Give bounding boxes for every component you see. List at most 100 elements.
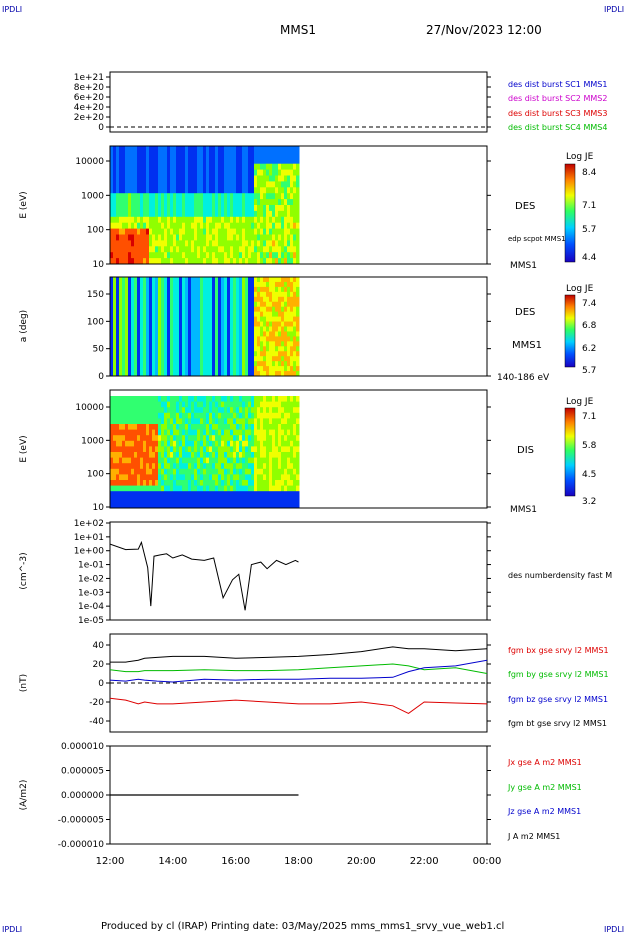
spectrogram-cell [149,301,153,308]
spectrogram-cell [167,151,171,159]
panel-4-bottom-label: MMS1 [510,505,537,515]
spectrogram-cell [182,246,186,253]
spectrogram-cell [287,418,291,425]
spectrogram-cell [272,412,276,419]
spectrogram-cell [254,351,258,357]
spectrogram-cell [263,474,267,481]
spectrogram-cell [269,491,273,498]
spectrogram-cell [296,418,300,425]
panel-6-ytick-label: 0 [98,679,104,689]
spectrogram-cell [281,440,285,447]
spectrogram-cell [224,412,228,419]
spectrogram-cell [185,169,189,176]
spectrogram-cell [227,366,231,372]
spectrogram-cell [191,258,195,265]
spectrogram-cell [257,216,261,224]
spectrogram-cell [125,151,129,159]
spectrogram-cell [197,326,201,332]
spectrogram-cell [275,246,279,253]
des-pitch-spectrogram [110,277,300,377]
spectrogram-cell [170,457,174,464]
spectrogram-cell [263,485,267,492]
spectrogram-cell [173,291,177,298]
spectrogram-cell [263,157,267,165]
spectrogram-cell [125,222,129,230]
spectrogram-cell [185,175,189,182]
spectrogram-cell [176,222,180,230]
spectrogram-cell [182,169,186,176]
spectrogram-cell [113,181,117,188]
spectrogram-cell [212,321,216,327]
spectrogram-cell [293,286,297,293]
spectrogram-cell [143,175,147,182]
spectrogram-cell [131,468,135,475]
spectrogram-cell [254,371,258,377]
spectrogram-cell [206,163,210,171]
spectrogram-cell [158,371,162,377]
spectrogram-cell [296,336,300,342]
spectrogram-cell [155,480,159,487]
spectrogram-cell [257,222,261,230]
spectrogram-cell [188,429,192,436]
panel-1-legend-0: des dist burst SC1 MMS1 [508,80,607,89]
spectrogram-cell [188,222,192,230]
spectrogram-cell [113,157,117,165]
spectrogram-cell [128,291,132,298]
spectrogram-cell [137,424,141,431]
spectrogram-cell [239,440,243,447]
spectrogram-cell [203,246,207,253]
spectrogram-cell [185,396,189,403]
spectrogram-cell [248,210,252,218]
spectrogram-cell [176,205,180,212]
spectrogram-cell [137,291,141,298]
spectrogram-cell [134,228,138,235]
spectrogram-cell [242,252,246,259]
spectrogram-cell [173,424,177,431]
spectrogram-cell [239,146,243,153]
spectrogram-cell [278,169,282,176]
spectrogram-cell [203,435,207,442]
spectrogram-cell [272,463,276,470]
panel-7-ytick-label: -0.000005 [58,816,104,826]
spectrogram-cell [152,452,156,459]
spectrogram-cell [194,286,198,293]
spectrogram-cell [290,407,294,414]
spectrogram-cell [284,291,288,298]
spectrogram-cell [161,291,165,298]
spectrogram-cell [215,181,219,188]
spectrogram-cell [224,163,228,171]
panel-1-ytick-label: 6e+20 [74,93,105,103]
spectrogram-cell [119,326,123,332]
spectrogram-cell [152,361,156,367]
spectrogram-cell [257,468,261,475]
spectrogram-cell [293,396,297,403]
spectrogram-cell [251,356,255,362]
spectrogram-cell [293,187,297,194]
spectrogram-cell [263,306,267,313]
spectrogram-cell [293,424,297,431]
spectrogram-cell [113,281,117,288]
spectrogram-cell [266,311,270,318]
spectrogram-cell [155,361,159,367]
spectrogram-cell [203,234,207,241]
spectrogram-cell [275,321,279,327]
spectrogram-cell [290,175,294,182]
spectrogram-cell [167,210,171,218]
spectrogram-cell [158,291,162,298]
spectrogram-cell [218,240,222,247]
spectrogram-cell [221,187,225,194]
spectrogram-cell [137,277,141,283]
spectrogram-cell [113,346,117,352]
spectrogram-cell [215,371,219,377]
spectrogram-cell [146,401,150,408]
spectrogram-cell [149,306,153,313]
panel-7-ytick-label: 0.000005 [61,767,104,777]
spectrogram-cell [146,181,150,188]
spectrogram-cell [278,286,282,293]
spectrogram-cell [275,468,279,475]
spectrogram-cell [185,463,189,470]
spectrogram-cell [191,452,195,459]
spectrogram-cell [164,480,168,487]
spectrogram-cell [266,306,270,313]
spectrogram-cell [113,452,117,459]
